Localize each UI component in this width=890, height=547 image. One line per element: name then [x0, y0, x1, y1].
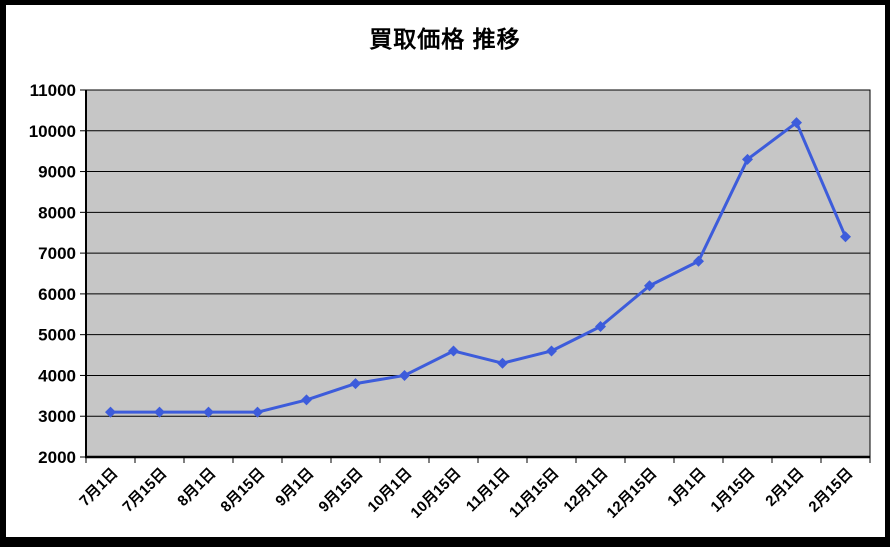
data-point	[154, 406, 165, 418]
data-point	[546, 345, 557, 357]
data-point	[840, 231, 851, 243]
data-point	[497, 357, 508, 369]
y-tick-label: 10000	[29, 122, 76, 141]
x-tick-label: 7月15日	[119, 465, 170, 516]
data-point	[203, 406, 214, 418]
y-tick-label: 7000	[38, 244, 76, 263]
data-point	[301, 394, 312, 406]
data-point	[105, 406, 116, 418]
data-point	[350, 378, 361, 390]
x-tick-label: 11月15日	[506, 465, 562, 521]
x-tick-label: 1月15日	[707, 465, 758, 516]
data-point	[693, 255, 704, 267]
y-tick-label: 2000	[38, 448, 76, 467]
data-point	[595, 321, 606, 333]
x-tick-label: 8月15日	[217, 465, 268, 516]
plot-area	[85, 89, 871, 458]
y-tick-label: 4000	[38, 366, 76, 385]
data-point	[791, 117, 802, 129]
x-tick-label: 10月15日	[407, 465, 464, 522]
data-point	[399, 369, 410, 381]
x-tick-label: 11月1日	[463, 465, 513, 515]
x-tick-label: 7月1日	[76, 465, 121, 510]
y-tick-label: 3000	[38, 407, 76, 426]
data-line	[109, 121, 847, 414]
chart-title: 買取価格 推移	[369, 26, 521, 52]
y-tick-label: 5000	[38, 326, 76, 345]
x-tick-label: 9月15日	[315, 465, 366, 516]
x-tick-label: 12月15日	[603, 465, 660, 522]
x-tick-label: 2月1日	[762, 465, 807, 510]
x-tick-label: 9月1日	[272, 465, 317, 510]
data-point	[252, 406, 263, 418]
y-tick-label: 9000	[38, 163, 76, 182]
x-tick-label: 2月15日	[805, 465, 856, 516]
data-point	[448, 345, 459, 357]
y-tick-label: 8000	[38, 203, 76, 222]
y-tick-label: 11000	[30, 81, 76, 100]
x-tick-label: 8月1日	[174, 465, 219, 510]
data-point	[742, 153, 753, 165]
y-tick-label: 6000	[38, 285, 76, 304]
data-point	[644, 280, 655, 292]
x-tick-label: 1月1日	[664, 465, 709, 510]
